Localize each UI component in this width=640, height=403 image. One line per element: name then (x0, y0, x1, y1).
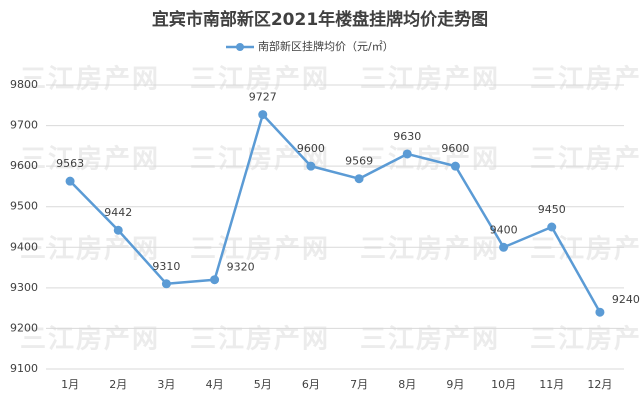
watermark: 三江房产网 (530, 325, 640, 355)
watermark: 三江房产网 (360, 235, 500, 265)
x-tick-label: 12月 (587, 378, 612, 391)
y-tick-label: 9200 (10, 321, 38, 334)
series-line (69, 113, 602, 313)
data-label: 9320 (227, 261, 255, 274)
watermark: 三江房产网 (20, 145, 160, 175)
y-tick-label: 9500 (10, 200, 38, 213)
data-label: 9240 (612, 293, 640, 306)
data-label: 9400 (490, 223, 518, 236)
data-label: 9600 (297, 142, 325, 155)
y-tick-label: 9700 (10, 119, 38, 132)
y-tick-label: 9100 (10, 362, 38, 375)
watermark: 三江房产网 (20, 325, 160, 355)
watermark: 三江房产网 (190, 235, 330, 265)
watermark: 三江房产网 (530, 65, 640, 95)
watermark: 三江房产网 (190, 65, 330, 95)
data-label: 9630 (393, 130, 421, 143)
x-tick-label: 3月 (157, 378, 175, 391)
data-label: 9310 (152, 260, 180, 273)
y-tick-label: 9400 (10, 240, 38, 253)
point (65, 176, 75, 186)
x-tick-label: 6月 (302, 378, 320, 391)
data-label: 9563 (56, 157, 84, 170)
watermark: 三江房产网 (190, 325, 330, 355)
watermark: 三江房产网 (530, 145, 640, 175)
x-tick-label: 7月 (350, 378, 368, 391)
watermark: 三江房产网 (20, 65, 160, 95)
x-tick-label: 8月 (398, 378, 416, 391)
data-label: 9569 (345, 155, 373, 168)
watermark: 三江房产网 (360, 325, 500, 355)
point (547, 222, 557, 232)
watermark: 三江房产网 (360, 65, 500, 95)
watermark: 三江房产网 (20, 235, 160, 265)
x-tick-label: 9月 (446, 378, 464, 391)
x-tick-label: 1月 (61, 378, 79, 391)
x-tick-label: 2月 (109, 378, 127, 391)
x-tick-label: 11月 (539, 378, 564, 391)
point (161, 279, 171, 289)
point (113, 225, 123, 235)
watermark: 三江房产网 (530, 235, 640, 265)
point (306, 161, 316, 171)
point (210, 275, 220, 285)
x-tick-label: 5月 (254, 378, 272, 391)
data-label: 9600 (441, 142, 469, 155)
point (258, 110, 268, 120)
point (450, 161, 460, 171)
y-tick-label: 9800 (10, 78, 38, 91)
legend-label: 南部新区挂牌均价（元/㎡） (258, 39, 394, 53)
data-label: 9442 (104, 206, 132, 219)
y-tick-label: 9300 (10, 281, 38, 294)
legend-marker (236, 43, 244, 51)
y-tick-label: 9600 (10, 159, 38, 172)
data-label: 9450 (538, 203, 566, 216)
data-label: 9727 (249, 91, 277, 104)
x-tick-label: 4月 (206, 378, 224, 391)
point (402, 149, 412, 159)
chart-title: 宜宾市南部新区2021年楼盘挂牌均价走势图 (152, 9, 488, 30)
x-tick-label: 10月 (491, 378, 516, 391)
point (499, 242, 509, 252)
point (354, 174, 364, 184)
point (595, 307, 605, 317)
